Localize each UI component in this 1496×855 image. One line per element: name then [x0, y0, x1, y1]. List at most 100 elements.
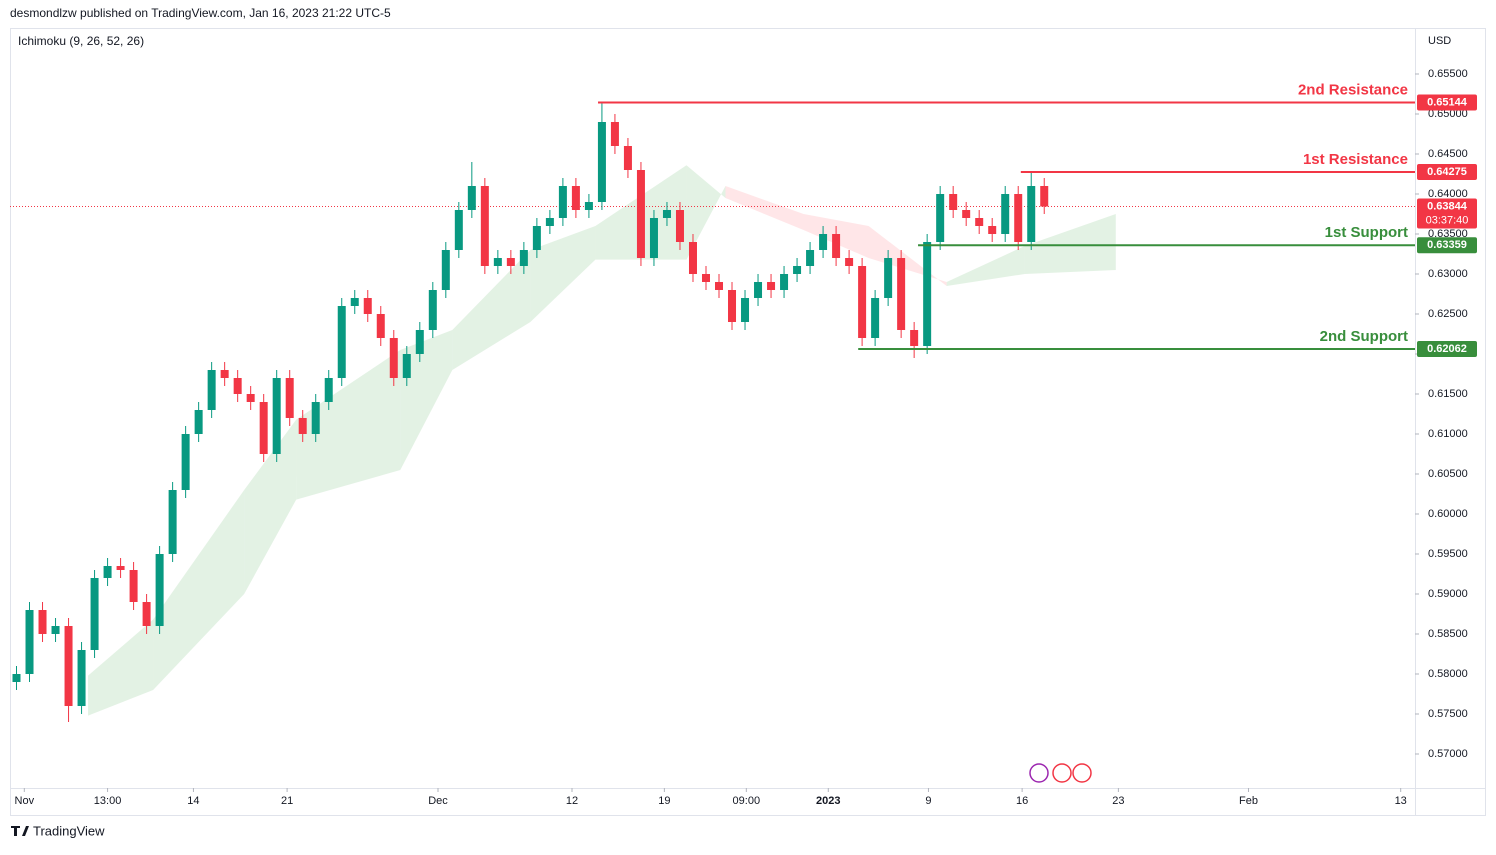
candle-body — [715, 282, 724, 290]
candle-body — [441, 250, 450, 290]
event-icons[interactable] — [1029, 763, 1092, 783]
x-tick-label: 14 — [187, 795, 199, 807]
candle-body — [571, 186, 580, 210]
ichimoku-cloud — [244, 419, 297, 594]
candle-body — [610, 122, 619, 146]
x-tick-label: 09:00 — [733, 795, 761, 807]
candle-body — [506, 258, 515, 266]
ichimoku-cloud — [868, 226, 947, 286]
x-tick-label: 12 — [566, 795, 578, 807]
candle-body — [194, 410, 203, 434]
event-icon[interactable] — [1052, 763, 1072, 783]
candle-body — [25, 610, 34, 674]
candle-body — [623, 146, 632, 170]
x-tick-label: 2023 — [816, 795, 840, 807]
candle-body — [246, 394, 255, 402]
candle-body — [389, 338, 398, 378]
y-tick-label: 0.64500 — [1428, 148, 1468, 160]
candle-body — [116, 566, 125, 570]
candle-body — [871, 298, 880, 338]
candle-body — [324, 378, 333, 402]
candle-body — [77, 650, 86, 706]
candle-body — [519, 250, 528, 266]
y-tick-label: 0.65000 — [1428, 108, 1468, 120]
candle-body — [376, 314, 385, 338]
ichimoku-cloud — [153, 490, 245, 690]
candle-body — [741, 298, 750, 322]
candle-body — [285, 378, 294, 418]
level-price-box — [1417, 94, 1477, 111]
y-tick-label: 0.59000 — [1428, 588, 1468, 600]
candle-body — [675, 210, 684, 242]
indicator-label: Ichimoku (9, 26, 52, 26) — [18, 34, 144, 48]
ichimoku-cloud — [88, 619, 154, 716]
candle-body — [728, 290, 737, 322]
candle-body — [415, 330, 424, 354]
countdown: 03:37:40 — [1426, 214, 1469, 226]
ichimoku-cloud — [400, 330, 453, 470]
level-price: 0.65144 — [1427, 96, 1468, 108]
candle-body — [298, 418, 307, 434]
event-icon[interactable] — [1029, 763, 1049, 783]
last-price: 0.63844 — [1427, 200, 1468, 212]
candle-body — [337, 306, 346, 378]
candle-body — [649, 218, 658, 258]
currency: USD — [1428, 35, 1451, 47]
candle-body — [259, 402, 268, 454]
candle-body — [884, 258, 893, 298]
candle-body — [532, 226, 541, 250]
candle-body — [988, 226, 997, 234]
candle-body — [936, 194, 945, 242]
last-price-box — [1417, 198, 1477, 229]
candle-body — [793, 266, 802, 274]
candle-body — [181, 434, 190, 490]
candle-body — [220, 370, 229, 378]
candle-body — [467, 186, 476, 210]
candle-body — [363, 298, 372, 314]
candle-body — [233, 378, 242, 394]
publisher: desmondlzw published on TradingView.com,… — [10, 6, 391, 20]
level-price: 0.63359 — [1427, 239, 1467, 251]
candle-body — [845, 258, 854, 266]
candle-body — [493, 258, 502, 266]
candle-body — [558, 186, 567, 218]
candle-body — [754, 282, 763, 298]
candle-body — [64, 626, 73, 706]
level-label: 2nd Support — [1320, 328, 1408, 345]
candle-body — [12, 674, 21, 682]
y-tick-label: 0.59500 — [1428, 548, 1468, 560]
x-tick-label: 23 — [1112, 795, 1124, 807]
candle-body — [454, 210, 463, 250]
level-price: 0.64275 — [1427, 166, 1467, 178]
candle-body — [1040, 186, 1049, 207]
event-icon[interactable] — [1072, 763, 1092, 783]
candle-body — [636, 170, 645, 258]
candle-body — [51, 626, 60, 634]
x-tick-label: Dec — [428, 795, 448, 807]
candle-body — [767, 282, 776, 290]
candle-body — [207, 370, 216, 410]
ichimoku-cloud — [725, 186, 804, 230]
candle-body — [103, 566, 112, 578]
candle-body — [1001, 194, 1010, 234]
ichimoku-cloud — [530, 226, 596, 322]
ichimoku-cloud — [452, 250, 531, 370]
candle-body — [662, 210, 671, 218]
x-tick-label: 21 — [281, 795, 293, 807]
candle-body — [545, 218, 554, 226]
ichimoku-cloud — [296, 350, 401, 500]
level-label: 1st Resistance — [1303, 151, 1408, 168]
candle-body — [155, 554, 164, 626]
y-tick-label: 0.61000 — [1428, 428, 1468, 440]
level-label: 2nd Resistance — [1298, 81, 1408, 98]
ichimoku-cloud — [1024, 214, 1116, 274]
candle-body — [480, 186, 489, 266]
level-price-box — [1417, 237, 1477, 254]
candle-body — [806, 250, 815, 266]
y-tick-label: 0.65500 — [1428, 68, 1468, 80]
y-tick-label: 0.63000 — [1428, 268, 1468, 280]
level-price: 0.62062 — [1427, 343, 1467, 355]
x-tick-label: Nov — [15, 795, 35, 807]
tv-logo — [11, 826, 29, 836]
